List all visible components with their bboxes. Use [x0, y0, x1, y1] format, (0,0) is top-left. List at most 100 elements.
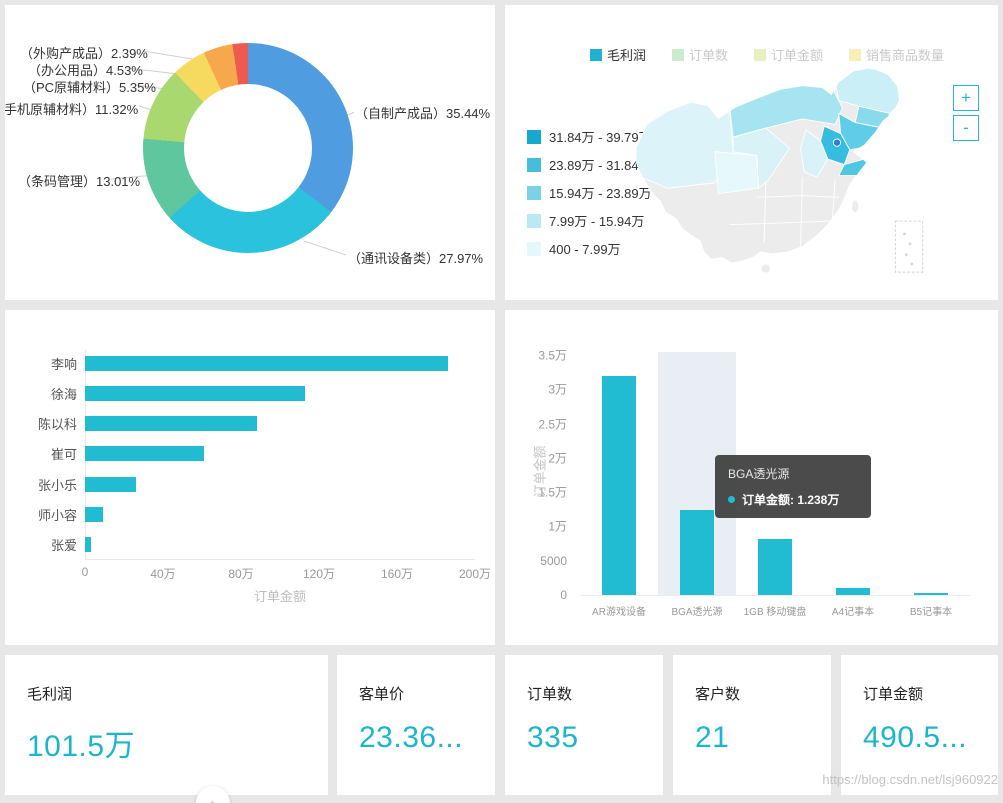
watermark-text: https://blog.csdn.net/lsj960922 — [822, 772, 998, 787]
x-tick-label: 40万 — [150, 567, 176, 581]
hbar-bar-area — [85, 446, 475, 462]
map-metric-tab-label: 订单金额 — [771, 48, 824, 63]
y-tick-label: 2万 — [548, 451, 567, 466]
vbar-yaxis: 0 5000 1万 1.5万 2万 2.5万 3万 3.5万 — [505, 349, 573, 603]
hbar-category-label: 张爱 — [50, 538, 77, 554]
map-range-label: 23.89万 - 31.84万 — [549, 158, 652, 173]
hbar-category-label: 陈以科 — [37, 417, 77, 433]
bar[interactable] — [85, 385, 306, 401]
hbar-row: 李响 — [15, 348, 475, 378]
map-range-item: 31.84万 - 39.79万 — [527, 127, 652, 146]
vbar-yaxis-title: 订单金额 — [532, 445, 548, 498]
map-metric-tab[interactable]: 订单数 — [672, 45, 728, 64]
collapse-button[interactable]: « — [196, 786, 230, 803]
bar[interactable] — [85, 507, 103, 523]
x-category-label: AR游戏设备 — [592, 607, 646, 618]
hbar-bar-area — [85, 537, 475, 553]
bar[interactable] — [836, 588, 870, 595]
range-swatch-icon — [527, 213, 541, 228]
x-tick-label: 0 — [81, 565, 89, 579]
kpi-title: 客单价 — [359, 686, 405, 703]
range-swatch-icon — [527, 129, 541, 144]
map-range-item: 23.89万 - 31.84万 — [527, 155, 652, 174]
hbar-category-label: 崔可 — [50, 447, 77, 463]
map-metric-tab-label: 销售商品数量 — [866, 48, 945, 63]
vbar-column — [658, 355, 736, 595]
x-tick-label: 160万 — [380, 567, 414, 581]
map-southsea-inset — [894, 220, 924, 273]
y-tick-label: 3万 — [548, 382, 567, 397]
y-tick-label: 5000 — [540, 553, 567, 568]
map-metric-tab[interactable]: 毛利润 — [590, 45, 646, 64]
bar[interactable] — [85, 355, 448, 371]
map-region-hainan — [760, 263, 771, 274]
hbar-bar-area — [85, 507, 475, 523]
hbar-row: 崔可 — [15, 439, 475, 469]
x-tick-label: 80万 — [228, 567, 254, 581]
kpi-card-customer-count: 客户数 21 — [673, 655, 831, 795]
donut-slice-label: （办公用品）4.53% — [28, 63, 143, 78]
map-range-item: 7.99万 - 15.94万 — [527, 211, 652, 230]
range-swatch-icon — [527, 241, 541, 256]
x-tick-label: 120万 — [302, 567, 336, 581]
tooltip-value: 订单金额: 1.238万 — [742, 493, 840, 507]
map-region-beijing — [832, 138, 842, 147]
hbar-category-label: 师小容 — [37, 508, 77, 524]
legend-swatch-icon — [672, 48, 685, 61]
zoom-in-button[interactable]: + — [953, 85, 979, 111]
kpi-card-order-count: 订单数 335 — [505, 655, 663, 795]
map-range-legend: 31.84万 - 39.79万 23.89万 - 31.84万 15.94万 - 2… — [527, 127, 652, 267]
y-tick-label: 0 — [560, 588, 567, 602]
bar[interactable] — [85, 416, 257, 432]
kpi-title: 订单金额 — [863, 686, 924, 703]
hbar-bar-area — [85, 476, 475, 492]
kpi-card-gross-profit: 毛利润 101.5万 — [5, 655, 328, 795]
range-swatch-icon — [527, 185, 541, 200]
hbar-row: 师小容 — [15, 500, 475, 530]
panel-product-order-amount: 0 5000 1万 1.5万 2万 2.5万 3万 3.5万 订单金额 AR游戏设备 BGA透光… — [505, 310, 998, 645]
bar[interactable] — [85, 476, 136, 492]
hbar-category-label: 徐海 — [50, 386, 77, 402]
map-range-label: 400 - 7.99万 — [549, 242, 621, 257]
bar[interactable] — [85, 446, 204, 462]
bar[interactable] — [680, 510, 714, 595]
map-region-xinjiang — [636, 87, 734, 189]
kpi-value: 490.5... — [863, 721, 968, 754]
tooltip-title: BGA透光源 — [728, 467, 790, 481]
donut-chart[interactable] — [143, 43, 353, 253]
hbar-category-label: 张小乐 — [37, 477, 77, 493]
map-metric-tab[interactable]: 销售商品数量 — [849, 45, 944, 64]
hbar-xaxis-title: 订单金额 — [253, 589, 306, 604]
bar[interactable] — [758, 539, 792, 595]
map-metric-tabs: 毛利润 订单数 订单金额 销售商品数量 — [590, 45, 944, 64]
x-category-label: B5记事本 — [909, 607, 953, 618]
panel-salesperson-order-amount: 李响徐海陈以科崔可张小乐师小容张爱 0 40万 80万 120万 160万 200万 订单… — [5, 310, 495, 645]
donut-slice-label: （PC原辅材料）5.35% — [23, 80, 156, 95]
kpi-title: 客户数 — [695, 686, 741, 703]
panel-product-category-donut: （外购产成品）2.39% （办公用品）4.53% （PC原辅材料）5.35% （手机原… — [5, 5, 495, 300]
x-tick-label: 200万 — [458, 567, 492, 581]
hbar-bar-area — [85, 385, 475, 401]
vbar-xlabels: AR游戏设备 BGA透光源 1GB 移动键盘 A4记事本 B5记事本 — [580, 603, 970, 618]
bar[interactable] — [602, 376, 636, 595]
tooltip: BGA透光源 订单金额: 1.238万 — [715, 455, 871, 518]
vbar-column — [892, 355, 970, 595]
panel-china-map: 毛利润 订单数 订单金额 销售商品数量 31.84万 - 39.79万 23.89万 -… — [505, 5, 998, 300]
china-map[interactable] — [620, 55, 930, 285]
kpi-value: 21 — [695, 721, 730, 754]
china-map-svg — [635, 67, 924, 274]
y-tick-label: 1万 — [548, 519, 567, 534]
bar[interactable] — [85, 537, 91, 553]
hbar-row: 张小乐 — [15, 469, 475, 499]
bar[interactable] — [914, 592, 948, 595]
hbar-category-label: 李响 — [50, 356, 77, 372]
map-region-taiwan — [851, 199, 860, 214]
hbar-xaxis: 0 40万 80万 120万 160万 200万 — [81, 565, 491, 581]
donut-slice-label: （自制产成品）35.44% — [355, 106, 491, 121]
x-category-label: BGA透光源 — [671, 607, 723, 618]
hbar-row: 张爱 — [15, 530, 475, 560]
tooltip-series-dot — [728, 496, 735, 503]
zoom-out-button[interactable]: - — [953, 115, 979, 141]
map-metric-tab[interactable]: 订单金额 — [754, 45, 823, 64]
